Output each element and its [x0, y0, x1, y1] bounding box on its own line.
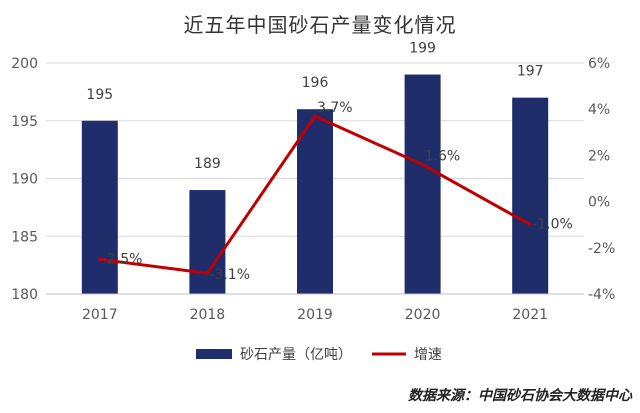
- line-labels: -2.5% -3.1% 3.7% 1.6% -1.0%: [102, 100, 573, 283]
- right-tick-label: 2%: [588, 148, 610, 164]
- right-tick-label: 4%: [588, 102, 610, 118]
- left-tick-label: 185: [11, 229, 38, 245]
- x-tick-label: 2021: [512, 307, 548, 323]
- bar-data-label: 189: [194, 156, 221, 172]
- source-note: 数据来源：中国砂石协会大数据中心: [408, 387, 633, 404]
- line-point: [313, 114, 317, 118]
- x-tick-label: 2020: [405, 307, 441, 323]
- x-axis: 2017 2018 2019 2020 2021: [46, 293, 584, 323]
- line-point: [421, 163, 425, 167]
- bar-series: [81, 74, 549, 295]
- legend-label-bar: 砂石产量（亿吨）: [240, 347, 352, 363]
- bar: [512, 97, 549, 295]
- line-point: [98, 257, 102, 261]
- line-data-label: -2.5%: [102, 251, 143, 267]
- chart-title: 近五年中国砂石产量变化情况: [184, 13, 457, 37]
- bar-data-label: 197: [517, 64, 544, 80]
- left-tick-label: 180: [11, 287, 38, 303]
- left-tick-label: 200: [11, 56, 38, 72]
- left-tick-label: 195: [11, 114, 38, 130]
- line-point: [528, 223, 532, 227]
- right-tick-label: -2%: [588, 241, 615, 257]
- line-point: [205, 271, 209, 275]
- right-tick-label: 6%: [588, 56, 610, 72]
- x-tick-label: 2018: [190, 307, 226, 323]
- bar: [81, 120, 118, 294]
- bar-data-label: 195: [86, 87, 113, 103]
- bar: [404, 74, 441, 294]
- legend-swatch-bar: [196, 349, 232, 359]
- x-tick-label: 2019: [297, 307, 333, 323]
- right-tick-label: -4%: [588, 287, 615, 303]
- bar-data-label: 196: [302, 75, 329, 91]
- legend: 砂石产量（亿吨） 增速: [196, 347, 442, 363]
- bar-data-label: 199: [409, 41, 436, 57]
- bar: [297, 109, 333, 294]
- line-data-label: -1.0%: [532, 217, 573, 233]
- line-data-label: -3.1%: [209, 267, 250, 283]
- line-data-label: 3.7%: [317, 100, 353, 116]
- right-tick-label: 0%: [588, 195, 610, 211]
- line-data-label: 1.6%: [425, 149, 461, 165]
- left-tick-label: 190: [11, 172, 38, 188]
- bar-labels: 195 189 196 199 197: [86, 41, 543, 173]
- x-tick-label: 2017: [82, 307, 118, 323]
- legend-label-line: 增速: [414, 347, 442, 363]
- line-series: [98, 114, 532, 275]
- bar: [189, 190, 226, 294]
- left-axis: 180 185 190 195 200: [11, 56, 38, 303]
- right-axis: -4% -2% 0% 2% 4% 6%: [588, 56, 615, 303]
